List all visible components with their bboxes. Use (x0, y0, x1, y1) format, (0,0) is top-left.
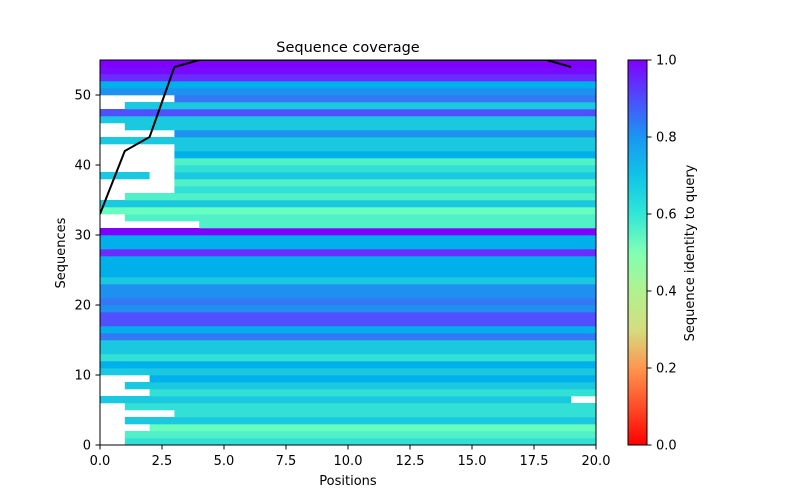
coverage-row-cell (174, 158, 596, 166)
heatmap-cells (100, 60, 596, 445)
coverage-row-cell (124, 123, 596, 131)
coverage-row-cell (124, 193, 596, 201)
coverage-row-cell (100, 207, 596, 215)
coverage-row-cell (100, 263, 596, 271)
y-tick-label: 20 (74, 299, 91, 314)
coverage-row-cell (174, 410, 596, 418)
coverage-row-cell (100, 319, 596, 327)
coverage-row-cell (124, 214, 596, 222)
coverage-row-cell (149, 424, 596, 432)
coverage-row-cell (174, 165, 596, 173)
coverage-row-cell (100, 347, 596, 355)
coverage-row-cell (100, 284, 596, 292)
coverage-row-cell (124, 382, 596, 390)
y-tick-label: 30 (74, 229, 91, 244)
colorbar-tick-label: 0.2 (656, 362, 677, 377)
coverage-row-cell (100, 340, 596, 348)
coverage-row-cell (100, 326, 596, 334)
coverage-row-cell (149, 375, 596, 383)
colorbar-tick-label: 0.6 (656, 208, 677, 223)
coverage-row-cell (100, 396, 572, 404)
coverage-row-cell (124, 438, 596, 445)
y-axis-ticks: 0 10 20 30 40 50 (74, 89, 100, 454)
coverage-row-cell (100, 305, 596, 313)
x-axis-ticks: 0.0 2.5 5.0 7.5 10.0 12.5 15.0 17.5 20.0 (90, 445, 611, 469)
coverage-row-cell (100, 354, 596, 362)
coverage-row-cell (199, 221, 596, 229)
x-tick-label: 7.5 (276, 454, 297, 469)
coverage-row-cell (149, 389, 596, 397)
coverage-row-cell (174, 130, 596, 138)
coverage-row-cell (174, 95, 596, 103)
coverage-row-cell (124, 417, 596, 425)
chart-title: Sequence coverage (276, 40, 420, 56)
coverage-row-cell (100, 242, 596, 250)
coverage-row-cell (100, 172, 150, 180)
colorbar-label: Sequence identity to query (683, 164, 698, 341)
coverage-row-cell (174, 179, 596, 187)
coverage-row-cell (100, 361, 596, 369)
coverage-row-cell (100, 81, 596, 89)
coverage-row-cell (100, 291, 596, 299)
coverage-row-cell (100, 116, 596, 124)
coverage-row-cell (100, 109, 596, 117)
coverage-row-cell (124, 431, 596, 439)
x-tick-label: 12.5 (396, 454, 425, 469)
coverage-row-cell (100, 228, 596, 236)
x-axis-label: Positions (319, 474, 377, 489)
colorbar-tick-label: 0.0 (656, 439, 677, 454)
y-tick-label: 50 (74, 89, 91, 104)
coverage-row-cell (100, 312, 596, 320)
coverage-row-cell (100, 256, 596, 264)
x-tick-label: 20.0 (582, 454, 611, 469)
coverage-row-cell (100, 74, 596, 82)
colorbar (627, 59, 648, 446)
x-tick-label: 10.0 (334, 454, 363, 469)
colorbar-tick-label: 1.0 (656, 54, 677, 69)
coverage-line (100, 60, 572, 215)
x-tick-label: 0.0 (90, 454, 111, 469)
x-tick-label: 17.5 (520, 454, 549, 469)
coverage-row-cell (100, 298, 596, 306)
coverage-row-cell (100, 270, 596, 278)
y-axis-label: Sequences (54, 217, 69, 288)
colorbar-ticks: 0.0 0.2 0.4 0.6 0.8 1.0 (647, 54, 677, 454)
coverage-row-cell (174, 186, 596, 194)
coverage-row-cell (100, 249, 596, 257)
coverage-row-cell (100, 67, 596, 75)
y-tick-label: 40 (74, 159, 91, 174)
coverage-row-cell (100, 277, 596, 285)
x-tick-label: 5.0 (214, 454, 235, 469)
coverage-row-cell (100, 333, 596, 341)
coverage-row-cell (100, 60, 596, 68)
coverage-row-cell (100, 368, 596, 376)
x-tick-label: 2.5 (152, 454, 173, 469)
colorbar-tick-label: 0.8 (656, 131, 677, 146)
coverage-row-cell (174, 151, 596, 159)
coverage-row-cell (100, 88, 596, 96)
coverage-row-cell (124, 403, 596, 411)
coverage-row-cell (174, 172, 596, 180)
y-tick-label: 10 (74, 369, 91, 384)
colorbar-tick-label: 0.4 (656, 285, 677, 300)
y-tick-label: 0 (83, 439, 91, 454)
coverage-row-cell (100, 235, 596, 243)
coverage-row-cell (100, 200, 596, 208)
x-tick-label: 15.0 (458, 454, 487, 469)
coverage-row-cell (124, 102, 596, 110)
coverage-row-cell (100, 137, 596, 145)
coverage-row-cell (174, 144, 596, 152)
